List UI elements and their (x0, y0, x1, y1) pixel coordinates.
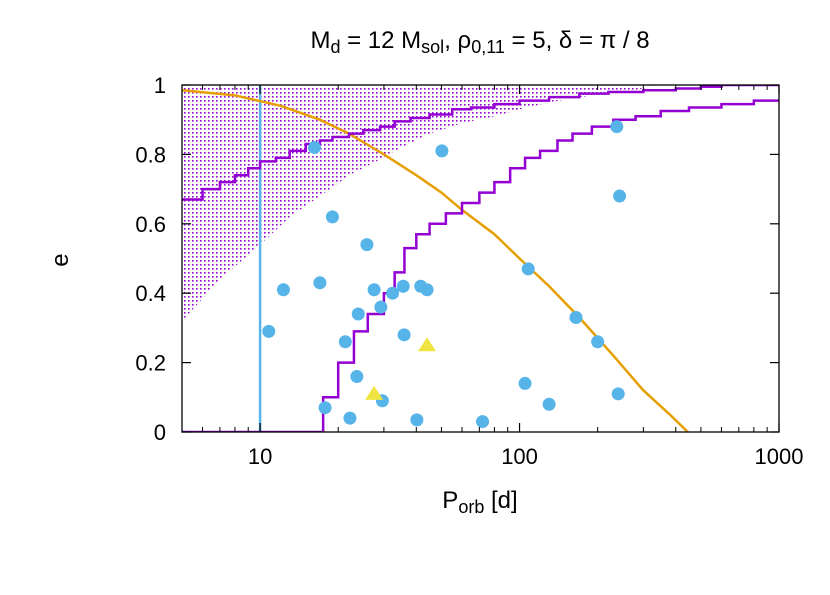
step-line-low (182, 99, 779, 432)
data-point (518, 376, 532, 390)
data-point (420, 283, 434, 297)
y-tick-label: 0.4 (135, 281, 166, 306)
axis-ticks: 10 100 1000 0 0.2 0.4 0.6 0.8 1 (135, 73, 803, 469)
data-point (374, 300, 388, 314)
data-point (521, 262, 535, 276)
x-tick-label: 1000 (755, 444, 804, 469)
data-point (350, 369, 364, 383)
data-point (313, 276, 327, 290)
y-tick-label: 0.8 (135, 142, 166, 167)
data-point (611, 387, 625, 401)
data-point (610, 120, 624, 134)
data-point (542, 397, 556, 411)
y-tick-label: 0.2 (135, 351, 166, 376)
data-point (476, 415, 490, 429)
data-point (410, 413, 424, 427)
plot-frame (181, 84, 780, 433)
data-point (386, 286, 400, 300)
data-point (351, 307, 365, 321)
data-point (360, 238, 374, 252)
x-axis-label: Porb [d] (442, 487, 517, 517)
data-point (367, 283, 381, 297)
shaded-region (182, 85, 655, 321)
triangle-point (418, 337, 437, 352)
plot-area (182, 85, 779, 432)
x-tick-label: 100 (501, 444, 538, 469)
data-point (307, 140, 321, 154)
data-point (569, 310, 583, 324)
data-point (591, 335, 605, 349)
data-point (325, 210, 339, 224)
data-point (435, 144, 449, 158)
y-axis-label: e (47, 253, 74, 266)
data-point (276, 283, 290, 297)
y-tick-label: 1 (154, 73, 166, 98)
data-point (318, 401, 332, 415)
y-tick-label: 0.6 (135, 212, 166, 237)
chart-title: Md = 12 Msol, ρ0,11 = 5, δ = π / 8 (310, 27, 649, 57)
data-point (397, 328, 411, 342)
data-point (396, 279, 410, 293)
x-tick-label: 10 (248, 444, 272, 469)
data-point (338, 335, 352, 349)
y-tick-label: 0 (154, 420, 166, 445)
step-line-high (182, 85, 779, 201)
data-point (613, 189, 627, 203)
data-point (262, 324, 276, 338)
triangle-point (365, 385, 384, 400)
data-point (343, 411, 357, 425)
